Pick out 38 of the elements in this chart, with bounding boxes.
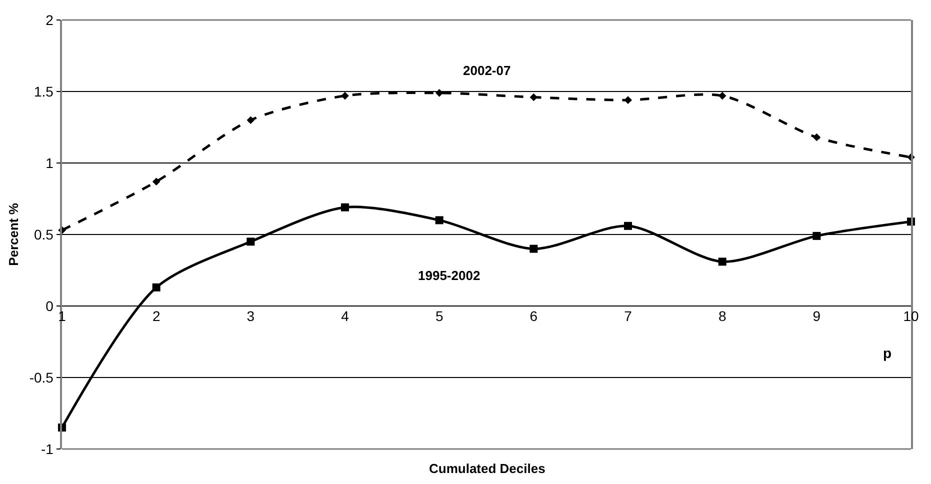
series-label: 2002-07 xyxy=(463,63,511,78)
point xyxy=(530,93,538,102)
point xyxy=(812,232,821,240)
point xyxy=(435,216,444,224)
point xyxy=(246,116,255,124)
x-axis-title: Cumulated Deciles xyxy=(429,461,546,476)
point xyxy=(152,283,160,292)
y-tick-label: 1 xyxy=(46,154,54,171)
point xyxy=(341,203,349,212)
point xyxy=(341,92,349,100)
x-tick-label: 10 xyxy=(903,308,919,324)
point xyxy=(435,89,444,97)
y-tick-label: 2 xyxy=(46,12,54,28)
point xyxy=(246,238,255,246)
y-axis-title: Percent % xyxy=(6,202,21,266)
y-tick-label: 0.5 xyxy=(34,226,54,242)
x-tick-label: 7 xyxy=(624,308,632,324)
y-tick-label: 1.5 xyxy=(34,83,54,100)
x-tick-label: 1 xyxy=(58,308,66,324)
point xyxy=(624,96,632,104)
x-tick-label: 9 xyxy=(812,308,821,324)
point xyxy=(152,178,160,186)
x-tick-label: 3 xyxy=(246,308,255,324)
point xyxy=(812,133,821,142)
text: 1995-2002 xyxy=(418,268,480,283)
point xyxy=(530,244,538,253)
x-tick-label: 6 xyxy=(530,308,538,324)
point xyxy=(718,92,726,100)
x-tick-label: 8 xyxy=(718,308,726,324)
point xyxy=(718,258,726,266)
y-tick-label: -0.5 xyxy=(29,369,54,386)
x-tick-label: 4 xyxy=(341,308,350,324)
annotation: p xyxy=(883,345,892,361)
x-tick-label: 2 xyxy=(152,308,160,324)
y-tick-label: -1 xyxy=(40,440,54,457)
y-tick-label: 0 xyxy=(46,298,54,314)
point xyxy=(624,222,632,230)
x-tick-label: 5 xyxy=(435,308,444,324)
